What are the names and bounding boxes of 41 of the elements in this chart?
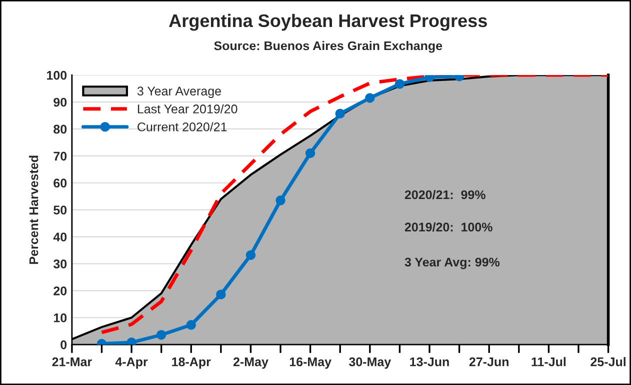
y-tick-label: 10 bbox=[54, 313, 67, 322]
point bbox=[335, 108, 345, 118]
chart-title: Argentina Soybean Harvest Progress bbox=[169, 14, 487, 31]
x-tick-label: 11-Jul bbox=[532, 357, 566, 366]
annotation: 2020/21: 99% bbox=[404, 190, 486, 200]
chart-subtitle: Source: Buenos Aires Grain Exchange bbox=[214, 40, 442, 53]
y-tick-label: 70 bbox=[54, 152, 67, 161]
y-tick-label: 50 bbox=[54, 206, 67, 214]
x-tick-label: 13-Jun bbox=[410, 357, 449, 366]
x-tick-label: 27-Jun bbox=[469, 357, 508, 366]
legend-label: 3 Year Average bbox=[137, 86, 221, 98]
y-tick-label: 100 bbox=[47, 70, 67, 80]
x-tick-label: 25-Jul bbox=[590, 357, 626, 366]
point bbox=[186, 320, 196, 330]
point bbox=[126, 338, 136, 345]
x-tick-label: 30-May bbox=[349, 357, 392, 369]
annotation: 2019/20: 100% bbox=[404, 222, 492, 232]
point bbox=[216, 290, 226, 300]
y-tick-label: 20 bbox=[54, 286, 67, 296]
point bbox=[365, 93, 375, 103]
x-tick-label: 4-Apr bbox=[115, 358, 148, 369]
y-tick-label: 0 bbox=[60, 340, 67, 350]
y-tick-label: 80 bbox=[54, 124, 67, 134]
point bbox=[246, 250, 256, 260]
point bbox=[424, 75, 434, 82]
point bbox=[394, 79, 405, 89]
point bbox=[305, 148, 316, 158]
y-tick-label: 60 bbox=[54, 178, 67, 188]
x-tick-label: 2-May bbox=[233, 357, 268, 369]
y-tick-label: 30 bbox=[53, 260, 67, 268]
y-tick-label: 90 bbox=[54, 98, 67, 107]
x-tick-label: 18-Apr bbox=[172, 357, 211, 369]
point bbox=[276, 196, 286, 206]
legend-label: Current 2020/21 bbox=[138, 122, 227, 132]
y-axis-title: Percent Harvested bbox=[29, 156, 38, 264]
point bbox=[156, 330, 166, 340]
legend-label: Last Year 2019/20 bbox=[138, 104, 238, 114]
x-tick-label: 16-May bbox=[290, 357, 332, 369]
annotation: 3 Year Avg: 99% bbox=[404, 258, 500, 270]
x-tick-label: 21-Mar bbox=[52, 357, 92, 366]
y-tick-label: 40 bbox=[53, 232, 67, 242]
